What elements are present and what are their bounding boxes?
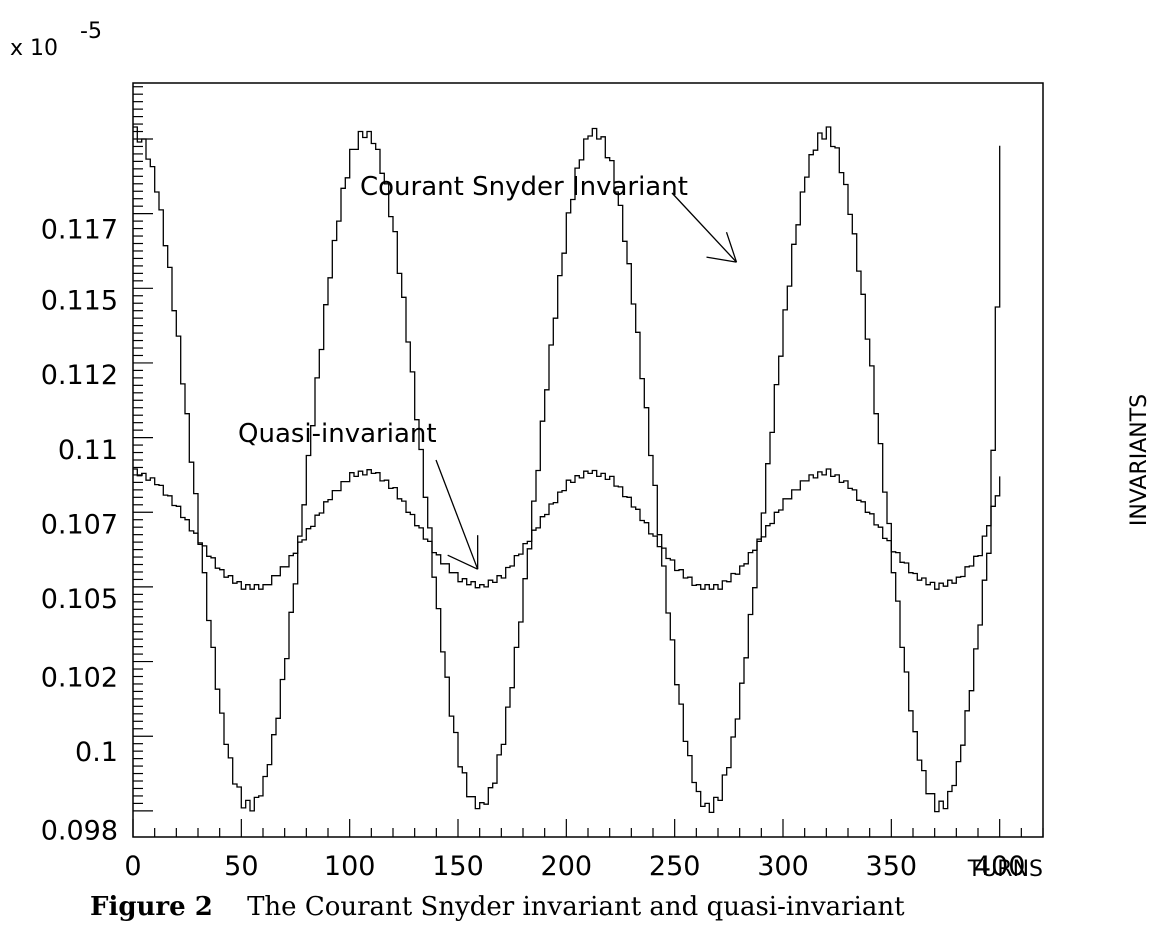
y-tick-label: 0.102 xyxy=(41,662,118,693)
caption-label: Figure 2 xyxy=(90,892,213,922)
annotation-arrow-quasi-invariant xyxy=(435,459,479,570)
y-multiplier-label: x 10 xyxy=(10,36,58,61)
x-tick-label: 250 xyxy=(649,851,701,882)
y-tick-label: 0.115 xyxy=(41,285,118,316)
x-tick-label: 0 xyxy=(124,851,141,882)
arrow-head xyxy=(447,554,478,570)
y-multiplier-exponent: -5 xyxy=(80,19,102,44)
series-group xyxy=(133,126,1001,814)
y-tick-label: 0.117 xyxy=(41,215,118,246)
x-tick-label: 50 xyxy=(224,851,258,882)
series-courant-snyder-line xyxy=(133,126,1001,814)
y-tick-label: 0.107 xyxy=(41,509,118,540)
x-axis-label: TURNS xyxy=(967,857,1043,882)
annotation-quasi-invariant: Quasi-invariant xyxy=(238,419,437,449)
annotations: Courant Snyder Invariant Quasi-invariant xyxy=(238,172,738,570)
x-tick-label: 350 xyxy=(866,851,918,882)
x-axis-ticks: 0 50 100 150 200 250 300 350 400 xyxy=(124,819,1044,882)
series-quasi-invariant-line xyxy=(133,468,1001,590)
arrow-head xyxy=(706,256,737,263)
y-tick-label: 0.098 xyxy=(41,816,118,847)
x-tick-label: 100 xyxy=(324,851,376,882)
y-tick-label: 0.1 xyxy=(75,737,118,768)
x-tick-label: 200 xyxy=(541,851,593,882)
x-tick-label: 400 xyxy=(974,851,1026,882)
annotation-arrow-courant-snyder xyxy=(671,192,737,263)
x-tick-label: 300 xyxy=(757,851,809,882)
y-axis-ticks: 0.098 0.1 0.102 0.105 0.107 0.11 0.112 0.115 0.1… xyxy=(41,86,153,847)
figure-caption: Figure 2 The Courant Snyder invariant an… xyxy=(90,892,1090,926)
arrow-head xyxy=(725,231,738,263)
y-axis-label: INVARIANTS xyxy=(1127,394,1152,526)
y-tick-label: 0.112 xyxy=(41,360,118,391)
y-tick-label: 0.105 xyxy=(41,584,118,615)
x-tick-label: 150 xyxy=(432,851,484,882)
caption-text: The Courant Snyder invariant and quasi-i… xyxy=(247,892,905,922)
annotation-courant-snyder: Courant Snyder Invariant xyxy=(360,172,688,202)
y-tick-label: 0.11 xyxy=(58,435,118,466)
